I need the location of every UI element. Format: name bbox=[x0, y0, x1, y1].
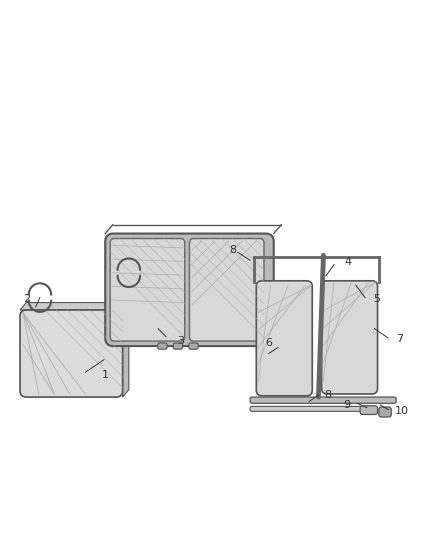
Polygon shape bbox=[123, 303, 129, 397]
Text: 1: 1 bbox=[102, 370, 109, 381]
FancyBboxPatch shape bbox=[250, 397, 396, 403]
FancyBboxPatch shape bbox=[110, 239, 185, 341]
FancyBboxPatch shape bbox=[20, 310, 123, 397]
FancyBboxPatch shape bbox=[360, 406, 378, 415]
Text: 9: 9 bbox=[344, 400, 351, 410]
Text: 10: 10 bbox=[394, 406, 408, 416]
Text: 3: 3 bbox=[177, 336, 184, 346]
Text: 7: 7 bbox=[396, 334, 403, 344]
Text: 8: 8 bbox=[229, 245, 236, 255]
FancyBboxPatch shape bbox=[321, 281, 378, 394]
FancyBboxPatch shape bbox=[158, 343, 167, 349]
Text: 6: 6 bbox=[265, 338, 272, 348]
Text: 2: 2 bbox=[23, 294, 30, 304]
FancyBboxPatch shape bbox=[105, 233, 274, 346]
Text: 5: 5 bbox=[373, 294, 380, 304]
FancyBboxPatch shape bbox=[379, 407, 391, 417]
Text: 4: 4 bbox=[345, 257, 352, 267]
FancyBboxPatch shape bbox=[189, 343, 198, 349]
Polygon shape bbox=[20, 303, 129, 310]
FancyBboxPatch shape bbox=[250, 406, 371, 411]
Text: 8: 8 bbox=[325, 390, 332, 400]
FancyBboxPatch shape bbox=[190, 239, 264, 341]
FancyBboxPatch shape bbox=[173, 343, 183, 349]
FancyBboxPatch shape bbox=[256, 281, 312, 396]
